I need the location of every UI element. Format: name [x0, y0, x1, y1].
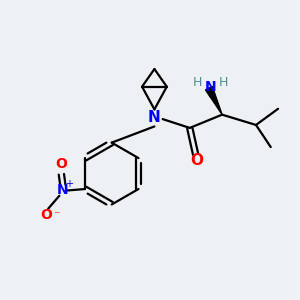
Text: ⁻: ⁻	[53, 209, 60, 222]
Text: O: O	[41, 208, 52, 222]
Polygon shape	[206, 86, 222, 115]
Text: O: O	[190, 153, 204, 168]
Text: N: N	[57, 184, 69, 197]
Text: H: H	[193, 76, 202, 89]
Text: N: N	[148, 110, 161, 125]
Text: O: O	[56, 157, 67, 171]
Text: N: N	[205, 80, 216, 94]
Text: +: +	[65, 179, 73, 189]
Text: H: H	[218, 76, 228, 89]
